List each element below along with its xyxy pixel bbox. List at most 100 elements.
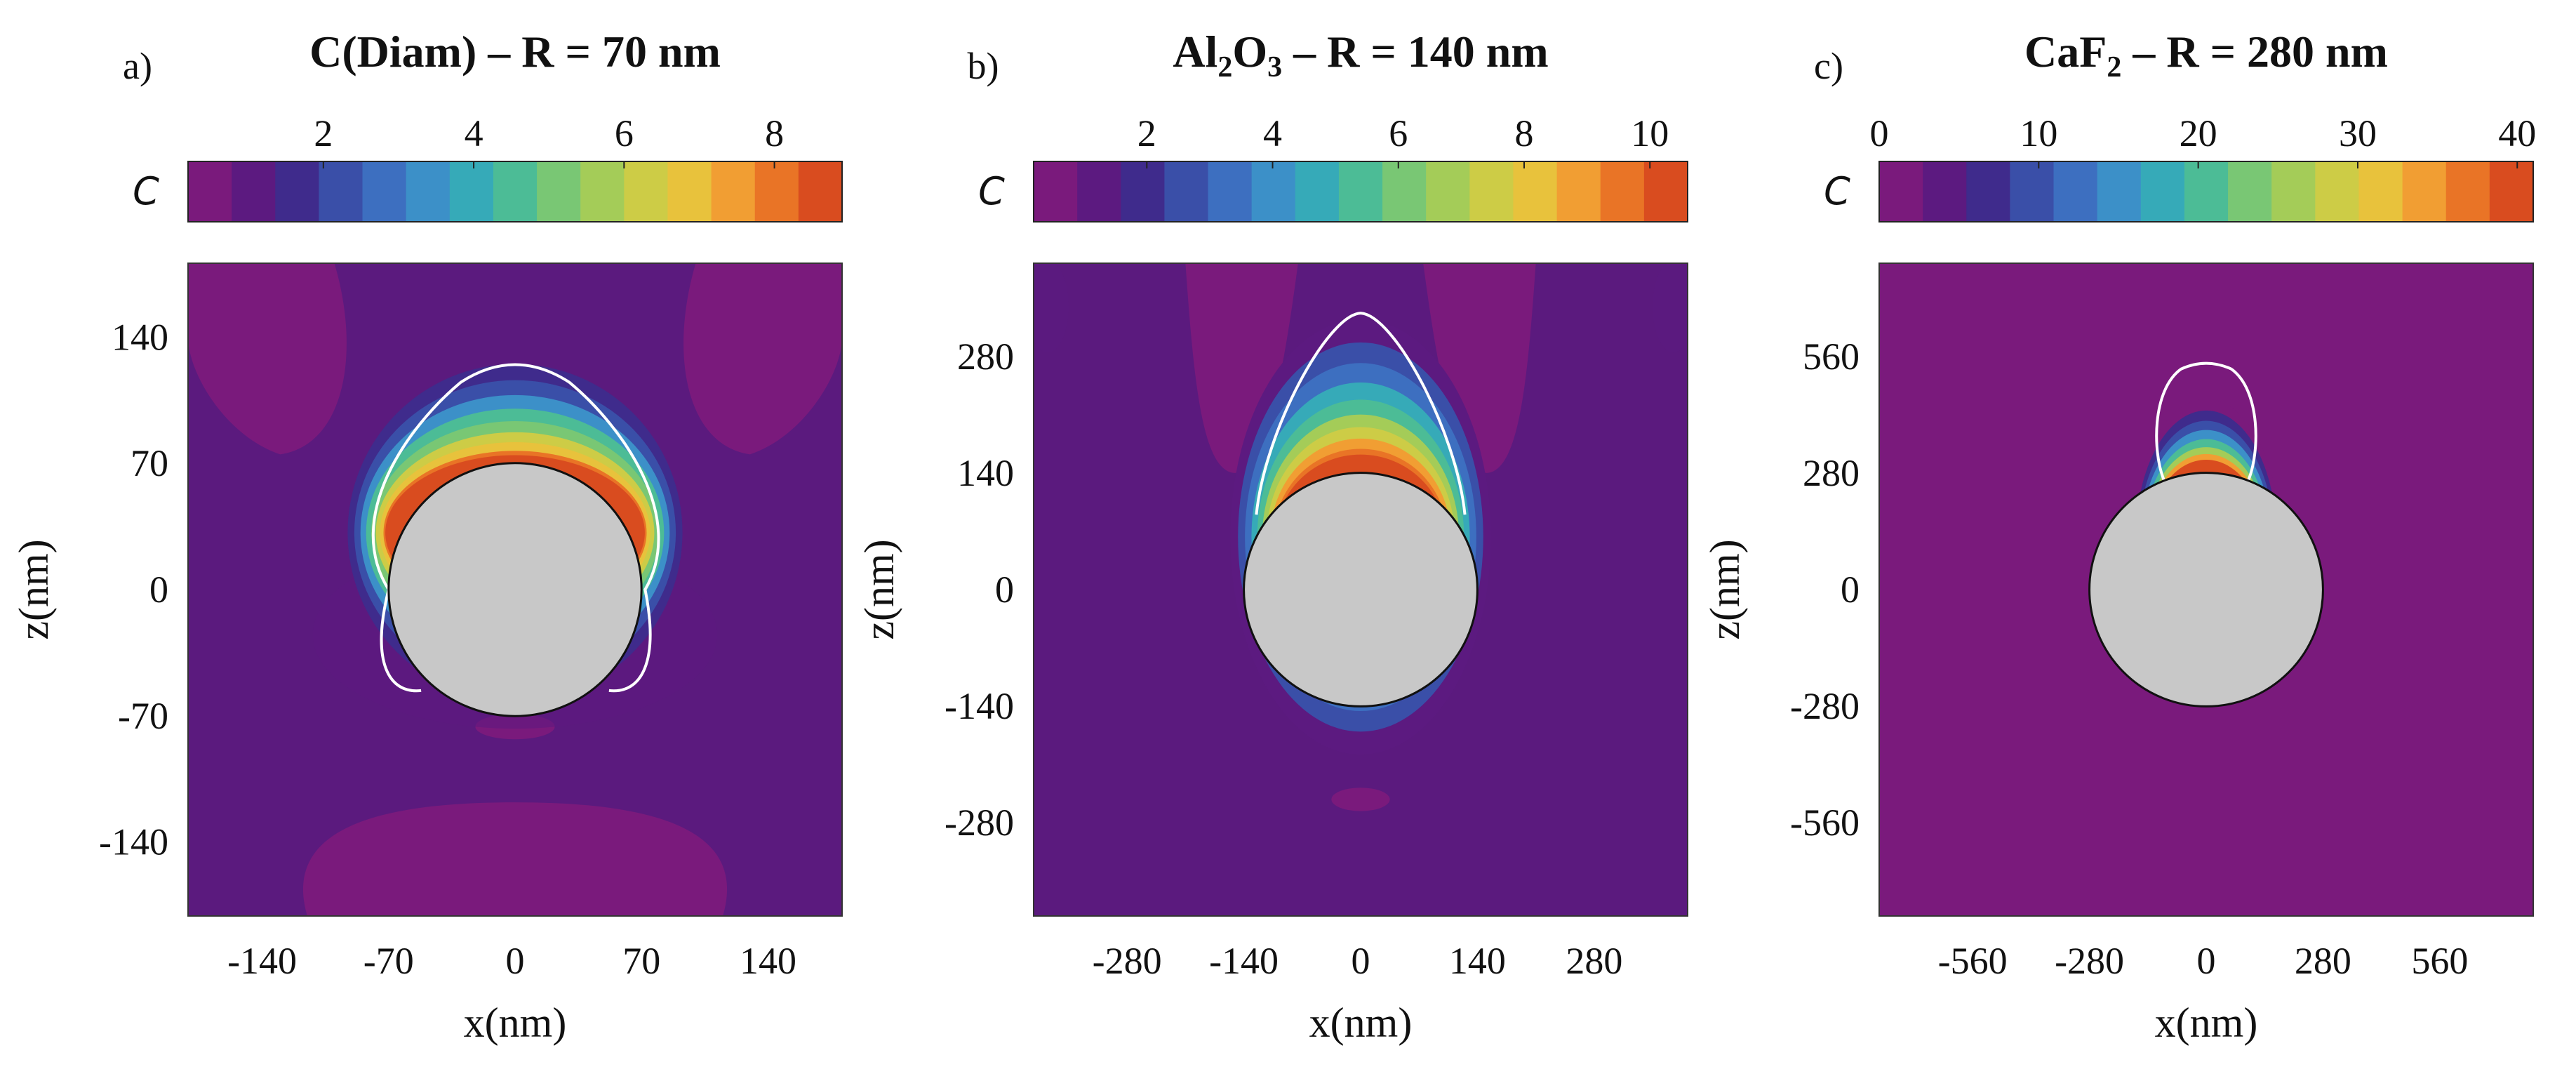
colorbar-tick-label: 8 [1515, 112, 1534, 154]
y-tick-label: -560 [1790, 802, 1860, 844]
low-field-spot [1331, 788, 1390, 811]
colorbar-segment [1208, 161, 1253, 222]
panel-label: c) [1814, 45, 1843, 87]
plot-frame [1033, 263, 1688, 917]
colorbar-segment [1469, 161, 1514, 222]
y-tick-label: 280 [957, 336, 1014, 378]
y-tick-label: -280 [1790, 685, 1860, 727]
colorbar-segment [1513, 161, 1558, 222]
threshold-contour [2155, 361, 2257, 482]
chart-panel-2: Al2O3 – R = 140 nmb)C2 4 6 8 10-280 -140 0 140 2… [856, 27, 1688, 1046]
x-tick-label: 70 [622, 940, 660, 982]
colorbar: C 2 4 6 8 10 [978, 112, 1688, 222]
colorbar-segment [232, 161, 276, 222]
x-tick-label: 0 [1352, 940, 1370, 982]
low-field-lobe [1423, 263, 1536, 473]
panel-label: a) [123, 45, 152, 87]
low-field-lobe [188, 263, 347, 455]
colorbar-segment [2010, 161, 2055, 222]
colorbar-segment [2402, 161, 2447, 222]
colorbar-segment [1164, 161, 1209, 222]
x-tick-label: 280 [1566, 940, 1622, 982]
colorbar-segment [449, 161, 494, 222]
y-tick-label: 560 [1803, 336, 1860, 378]
colorbar-segment [580, 161, 625, 222]
colorbar-frame [187, 161, 843, 222]
colorbar-segment [2445, 161, 2490, 222]
x-axis-label: x(nm) [2155, 999, 2258, 1046]
x-axis-label: x(nm) [1309, 999, 1413, 1046]
threshold-contour [1255, 312, 1467, 515]
x-tick-label: 560 [2411, 940, 2468, 982]
title-subscript: 2 [2107, 51, 2121, 84]
colorbar-tick-label: 4 [1263, 112, 1282, 154]
x-tick-label: -140 [227, 940, 297, 982]
panel-label: b) [968, 45, 999, 87]
colorbar-segment [1338, 161, 1383, 222]
colorbar-segment [537, 161, 581, 222]
y-tick-label: 140 [957, 452, 1014, 494]
colorbar-segment [1556, 161, 1601, 222]
y-axis-label: z(nm) [856, 539, 902, 639]
colorbar-segment [1600, 161, 1645, 222]
y-tick-label: 140 [112, 316, 168, 358]
low-field-lobe [683, 263, 842, 455]
nanosphere [387, 462, 643, 717]
colorbar-segment [1382, 161, 1427, 222]
colorbar-tick-label: 10 [1631, 112, 1669, 154]
plot-frame [187, 263, 843, 917]
colorbar-segment [2271, 161, 2316, 222]
colorbar-segment [319, 161, 363, 222]
colorbar-segment [624, 161, 669, 222]
y-axis-label: z(nm) [11, 539, 57, 639]
chart-panel-3: CaF2 – R = 280 nmc)C0 10 20 30 40-560 -280 0 28… [1702, 27, 2536, 1046]
title-subscript: 2 [1217, 51, 1232, 84]
title-text: Al [1173, 27, 1217, 77]
plot-area [1034, 263, 1688, 916]
colorbar-segment [2489, 161, 2534, 222]
plot-frame [1878, 263, 2534, 917]
colorbar-segment [493, 161, 538, 222]
colorbar: C 2 4 6 8 [133, 112, 843, 222]
colorbar-tick-label: 20 [2180, 112, 2217, 154]
colorbar-segment [1034, 161, 1078, 222]
title-text: – R = 140 nm [1282, 27, 1549, 77]
colorbar-tick-label: 8 [765, 112, 784, 154]
title-text: – R = 280 nm [2121, 27, 2388, 77]
y-tick-label: 70 [131, 442, 168, 484]
colorbar: C0 10 20 30 40 [1824, 112, 2536, 222]
threshold-contour [371, 363, 660, 693]
x-tick-label: 140 [1449, 940, 1506, 982]
x-tick-label: -280 [2055, 940, 2124, 982]
colorbar-segment [1121, 161, 1165, 222]
colorbar-segment [2097, 161, 2142, 222]
colorbar-tick-label: 4 [465, 112, 483, 154]
colorbar-tick-label: 2 [314, 112, 333, 154]
colorbar-segment [798, 161, 843, 222]
x-tick-label: -560 [1938, 940, 2008, 982]
y-tick-label: -140 [945, 685, 1014, 727]
panel-title: Al2O3 – R = 140 nm [1173, 27, 1548, 84]
colorbar-tick-label: 10 [2020, 112, 2057, 154]
colorbar-segment [275, 161, 319, 222]
panel-title: C(Diam) – R = 70 nm [309, 27, 721, 77]
colorbar-segment [2228, 161, 2272, 222]
colorbar-segment [667, 161, 712, 222]
colorbar-segment [362, 161, 407, 222]
colorbar-segment [406, 161, 451, 222]
colorbar-segment [2358, 161, 2403, 222]
y-tick-label: 280 [1803, 452, 1860, 494]
title-text: CaF [2024, 27, 2107, 77]
colorbar-tick-label: 6 [615, 112, 634, 154]
colorbar-label: C [1824, 169, 1850, 213]
colorbar-segment [188, 161, 232, 222]
x-tick-label: 280 [2295, 940, 2351, 982]
plot-area [188, 263, 842, 916]
x-tick-label: -140 [1209, 940, 1279, 982]
x-tick-label: 0 [2197, 940, 2216, 982]
low-field-lobe [302, 802, 728, 916]
x-tick-label: 140 [740, 940, 796, 982]
colorbar-segment [2140, 161, 2185, 222]
y-tick-label: -140 [99, 821, 168, 863]
title-subscript: 3 [1267, 51, 1282, 84]
